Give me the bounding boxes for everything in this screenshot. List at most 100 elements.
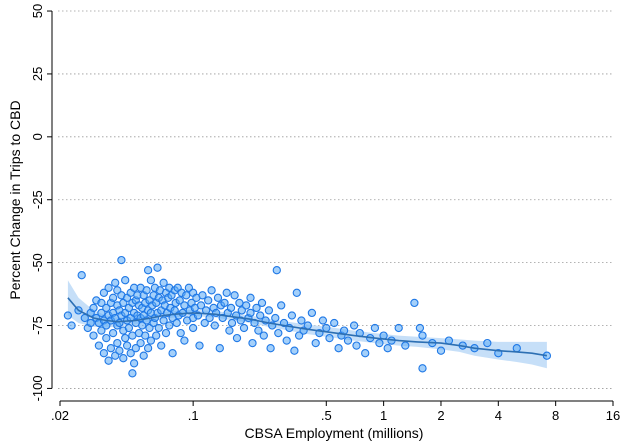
data-point (99, 288, 109, 297)
data-point (176, 328, 185, 338)
data-point (172, 318, 181, 328)
data-point (119, 354, 128, 363)
data-point (246, 293, 255, 302)
y-tick-label: -50 (30, 253, 45, 272)
data-point (175, 296, 184, 305)
data-point (97, 326, 106, 335)
data-point (370, 323, 380, 333)
data-point (102, 321, 111, 330)
data-point (97, 298, 106, 308)
data-point (146, 276, 156, 285)
data-point (257, 298, 267, 308)
data-point (375, 338, 384, 348)
data-point (102, 333, 111, 343)
data-point (325, 333, 334, 343)
data-point (246, 308, 255, 318)
data-point (94, 341, 104, 350)
data-point (349, 321, 359, 330)
data-point (117, 255, 126, 265)
data-point (200, 318, 209, 328)
x-tick-label: 4 (495, 408, 502, 423)
data-point (124, 323, 134, 333)
data-point (121, 276, 130, 285)
data-point (227, 318, 237, 328)
data-point (274, 328, 283, 338)
data-point (256, 311, 265, 320)
data-point (290, 346, 299, 355)
data-point (277, 301, 286, 310)
data-point (97, 308, 106, 318)
data-point (232, 333, 242, 343)
data-point (361, 349, 370, 358)
data-point (352, 341, 361, 350)
data-point (287, 311, 297, 320)
y-tick-label: 50 (30, 4, 45, 18)
y-tick-label: -25 (30, 190, 45, 209)
data-point (131, 344, 140, 353)
confidence-band-area (67, 280, 547, 369)
data-point (165, 321, 174, 330)
x-tick-label: 1 (380, 408, 387, 423)
data-point (89, 331, 98, 340)
data-point (272, 266, 281, 275)
data-point (89, 303, 98, 313)
data-point (180, 301, 189, 310)
data-point (152, 331, 161, 340)
x-tick-label: 2 (437, 408, 444, 423)
data-point (330, 318, 339, 328)
data-point (415, 323, 425, 333)
data-point (230, 291, 239, 300)
data-point (334, 344, 343, 353)
data-point (99, 349, 109, 358)
y-axis-label: Percent Change in Trips to CBD (7, 100, 23, 299)
data-point (226, 303, 236, 313)
data-point (259, 331, 268, 340)
data-point (67, 321, 76, 330)
data-point (207, 286, 216, 295)
data-point (294, 331, 304, 340)
data-point (139, 351, 148, 360)
fit-line-path (67, 297, 548, 357)
y-tick-label: -100 (30, 375, 45, 401)
data-point (248, 338, 257, 348)
data-point (121, 333, 130, 343)
data-point (113, 338, 122, 348)
data-point (122, 341, 132, 350)
data-point (297, 316, 306, 325)
data-point (225, 326, 234, 335)
data-point (213, 293, 223, 302)
data-point (418, 364, 427, 373)
data-point (129, 359, 139, 368)
data-point (77, 271, 86, 280)
data-point (292, 288, 301, 297)
confidence-band (67, 280, 547, 369)
data-point (418, 331, 427, 340)
data-point (222, 288, 231, 297)
data-point (512, 344, 521, 353)
data-point (141, 331, 150, 340)
data-point (318, 316, 328, 325)
data-point (215, 344, 224, 353)
fit-line (67, 297, 548, 357)
data-point (210, 321, 219, 330)
data-point (104, 356, 113, 365)
data-point (264, 306, 274, 315)
data-point (142, 286, 151, 295)
data-point (104, 283, 113, 292)
data-point (86, 318, 95, 328)
data-point (303, 321, 312, 330)
data-point (343, 336, 353, 345)
data-point (143, 266, 153, 275)
y-tick-label: -75 (30, 316, 45, 335)
data-point (282, 336, 291, 345)
y-tick-label: 0 (30, 133, 45, 140)
data-point (102, 303, 111, 313)
data-point (154, 323, 163, 333)
data-point (188, 323, 198, 333)
data-point (239, 323, 249, 333)
x-tick-label: 16 (606, 408, 620, 423)
data-point (108, 328, 118, 338)
data-point (410, 298, 419, 308)
data-point (115, 318, 124, 328)
